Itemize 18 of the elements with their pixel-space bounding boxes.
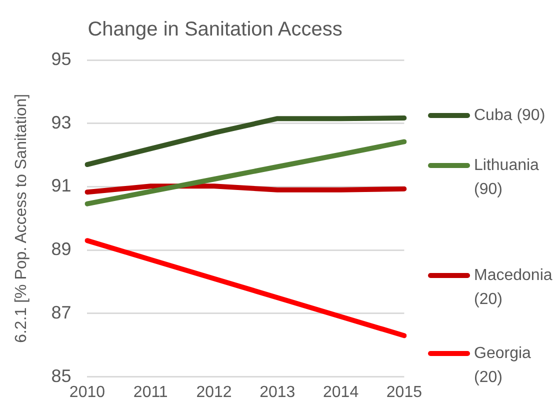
y-tick-label: 95 (51, 48, 72, 69)
legend-label: Georgia (20) (474, 344, 532, 388)
x-tick-label: 2010 (69, 384, 106, 401)
y-tick-label: 93 (51, 112, 72, 132)
x-tick-label: 2011 (133, 384, 168, 401)
x-tick-label: 2015 (386, 384, 422, 401)
y-tick-label: 85 (51, 366, 72, 386)
y-tick-label: 91 (51, 176, 72, 196)
legend-label: Cuba (90) (474, 106, 546, 126)
x-tick-label: 2014 (323, 384, 359, 401)
x-tick-label: 2012 (196, 384, 232, 401)
legend-label: Macedonia (20) (474, 266, 552, 310)
x-tick-label: 2013 (260, 384, 296, 401)
y-axis-title: 6.2.1 [% Pop. Access to Sanitation] (13, 94, 30, 343)
y-tick-label: 89 (51, 239, 72, 260)
chart-title: Change in Sanitation Access (88, 18, 342, 41)
legend-label: Lithuania (90) (474, 156, 540, 200)
y-tick-label: 87 (51, 302, 72, 322)
